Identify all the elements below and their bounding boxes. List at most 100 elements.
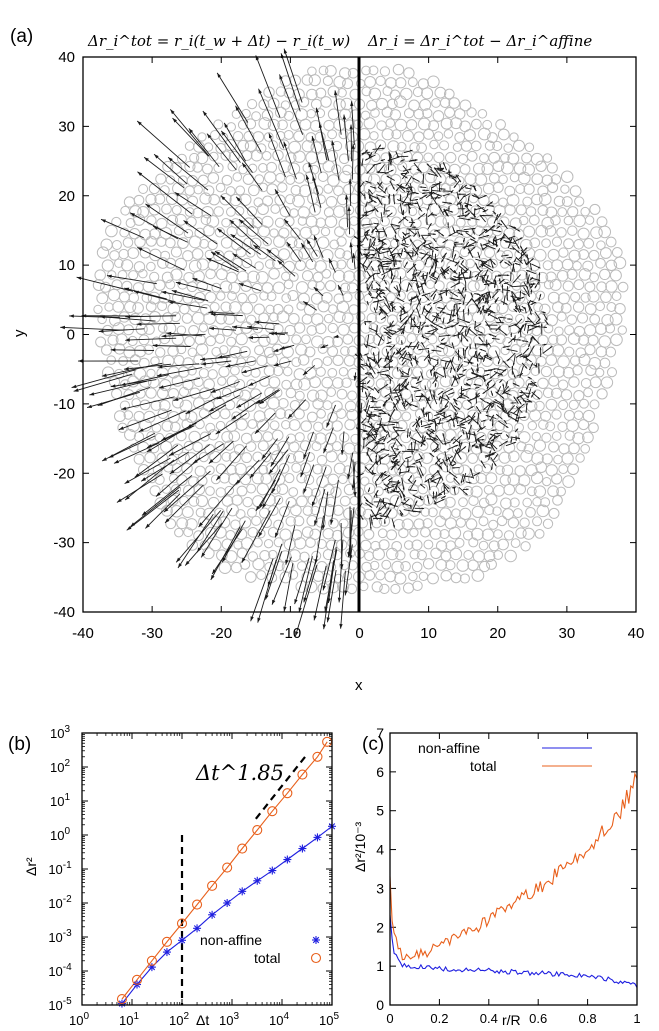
arrow-head — [465, 431, 468, 435]
particle — [378, 539, 390, 551]
particle — [298, 247, 311, 260]
arrow-head — [525, 262, 527, 266]
particle — [301, 334, 311, 345]
displacement-arrow — [294, 564, 318, 637]
arrow-head — [478, 256, 480, 259]
arrow-head — [467, 308, 470, 311]
particle — [454, 365, 465, 376]
particle — [583, 238, 595, 249]
particle — [301, 74, 314, 86]
particle — [285, 194, 296, 205]
arrow-head — [400, 383, 403, 386]
arrow-head — [421, 294, 425, 296]
particle — [596, 240, 606, 250]
particle — [324, 280, 337, 292]
arrow-head — [427, 208, 430, 211]
arrow-head — [419, 475, 422, 478]
displacement-arrow — [230, 233, 261, 255]
arrow-head — [476, 359, 479, 362]
displacement-arrow — [110, 349, 154, 351]
particle — [290, 184, 302, 196]
arrow-head — [339, 623, 343, 629]
arrow-head — [445, 458, 449, 461]
arrow-head — [469, 276, 471, 279]
arrow-head — [519, 290, 522, 293]
arrow-head — [424, 480, 427, 483]
arrow-head — [388, 397, 391, 400]
arrow-head — [382, 442, 385, 445]
particle — [242, 173, 255, 185]
displacement-arrow — [185, 396, 219, 415]
arrow-head — [472, 232, 475, 235]
arrow-head — [161, 290, 167, 295]
particle — [164, 237, 176, 249]
particle — [185, 410, 198, 424]
arrow-head — [437, 307, 440, 309]
particle — [287, 162, 301, 176]
arrow-head — [137, 121, 142, 126]
particle — [440, 246, 453, 260]
arrow-head — [169, 451, 174, 456]
particle — [171, 205, 182, 215]
arrow-head — [458, 288, 460, 292]
displacement-arrow — [211, 528, 243, 575]
particle — [520, 541, 531, 552]
arrow-head — [406, 170, 409, 174]
particle — [358, 581, 369, 592]
arrow-head — [397, 433, 400, 437]
arrow-head — [402, 209, 405, 213]
arrow-head — [365, 181, 368, 183]
displacement-arrow — [283, 563, 294, 612]
particle — [617, 281, 629, 293]
displacement-arrow — [238, 218, 269, 245]
arrow-head — [389, 417, 391, 421]
arrow-head — [348, 178, 352, 184]
particle — [537, 377, 549, 390]
arrow-head — [531, 362, 533, 366]
particle — [416, 226, 430, 240]
arrow-head — [415, 405, 418, 408]
arrow-head — [418, 389, 421, 392]
arrow-head — [371, 200, 374, 203]
particle — [418, 206, 429, 217]
arrow-head — [466, 230, 469, 233]
arrow-head — [361, 163, 363, 167]
arrow-head — [429, 307, 432, 310]
arrow-head — [389, 345, 392, 348]
particle — [413, 476, 423, 487]
particle — [327, 473, 339, 486]
particle — [569, 355, 581, 366]
particle — [515, 184, 526, 194]
arrow-head — [284, 219, 289, 224]
arrow-head — [531, 258, 534, 261]
particle — [160, 250, 171, 261]
particle — [183, 228, 194, 239]
particle — [422, 494, 434, 506]
arrow-head — [482, 247, 485, 250]
particle — [92, 278, 105, 292]
arrow-head — [401, 402, 404, 405]
particle — [218, 516, 231, 529]
particle — [105, 224, 118, 238]
particle — [237, 139, 250, 152]
arrow-head — [404, 247, 406, 250]
particle — [306, 325, 318, 336]
particle — [497, 538, 509, 551]
arrow-head — [388, 367, 391, 370]
particle — [322, 483, 335, 496]
arrow-head — [489, 296, 491, 299]
displacement-arrow — [134, 444, 179, 478]
particle — [277, 119, 288, 131]
arrow-head — [527, 376, 531, 379]
arrow-head — [517, 410, 519, 413]
displacement-arrow — [71, 369, 136, 389]
arrow-head — [431, 214, 434, 216]
particle — [610, 333, 623, 347]
arrow-head — [431, 431, 434, 434]
arrow-head — [489, 376, 492, 379]
arrow-head — [429, 389, 432, 392]
arrow-head — [496, 368, 499, 371]
particle — [283, 215, 295, 227]
arrow-head — [380, 474, 383, 478]
arrow-head — [178, 563, 182, 568]
